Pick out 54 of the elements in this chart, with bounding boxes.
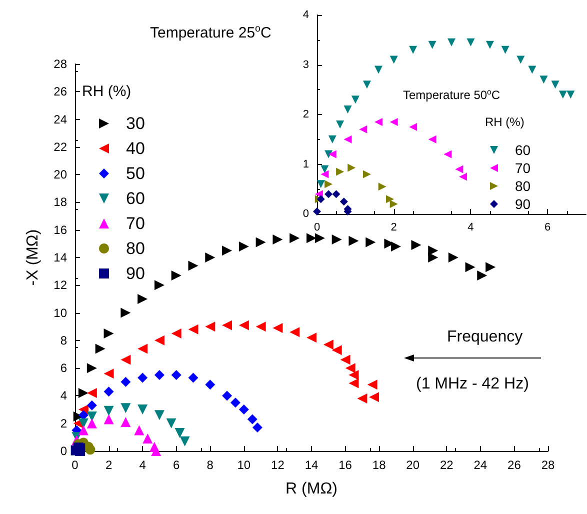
y-tick-label: 8	[60, 333, 68, 348]
legend-label: 80	[515, 178, 531, 194]
legend-label: 70	[515, 160, 531, 176]
legend-title: RH (%)	[485, 115, 524, 129]
annotation: Frequency	[447, 328, 523, 346]
y-tick-label: 20	[54, 168, 68, 182]
x-tick-label: 26	[508, 458, 522, 472]
x-tick-label: 0	[72, 458, 79, 472]
x-tick-label: 22	[440, 458, 454, 472]
x-tick-label: 20	[406, 458, 420, 472]
y-tick-label: 4	[60, 388, 68, 403]
x-tick-label: 16	[338, 458, 352, 472]
y-axis-title: -X (MΩ)	[24, 229, 42, 286]
x-tick-label: 28	[541, 458, 555, 472]
x-tick-label: 4	[139, 458, 146, 472]
y-tick-label: 12	[54, 278, 68, 292]
x-tick-label: 6	[173, 458, 180, 472]
y-tick-label: 4	[302, 9, 309, 21]
y-tick-label: 22	[54, 140, 68, 154]
y-tick-label: 0	[60, 444, 68, 458]
x-tick-label: 2	[105, 458, 112, 472]
x-tick-label: 18	[372, 458, 386, 472]
legend-label: 60	[126, 189, 145, 208]
x-axis-title: R (MΩ)	[286, 480, 338, 498]
y-tick-label: 18	[54, 195, 68, 210]
annotation: (1 MHz - 42 Hz)	[416, 376, 529, 392]
x-tick-label: 8	[206, 458, 214, 472]
legend-label: 70	[126, 214, 145, 233]
y-tick-label: 28	[54, 57, 68, 71]
legend-label: 80	[126, 239, 145, 258]
legend-label: 90	[515, 196, 531, 212]
y-tick-label: 26	[54, 84, 68, 99]
x-tick-label: 0	[314, 222, 320, 234]
y-tick-label: 1	[302, 158, 309, 170]
legend-label: 30	[126, 114, 145, 133]
x-tick-label: 2	[390, 222, 397, 234]
legend-label: 90	[126, 264, 145, 283]
legend-label: 60	[515, 142, 531, 158]
y-tick-label: 2	[60, 416, 68, 430]
legend-label: 50	[126, 164, 145, 183]
y-tick-label: 2	[302, 108, 309, 120]
y-tick-label: 3	[302, 58, 309, 71]
x-tick-label: 6	[544, 222, 551, 234]
x-tick-label: 10	[237, 458, 251, 472]
legend-title: RH (%)	[82, 83, 132, 100]
x-tick-label: 24	[474, 458, 488, 472]
y-tick-label: 24	[54, 112, 68, 126]
y-tick-label: 10	[54, 306, 68, 320]
y-tick-label: 0	[302, 208, 309, 220]
y-tick-label: 14	[54, 250, 68, 264]
y-tick-label: 6	[60, 361, 68, 376]
legend-label: 40	[126, 139, 145, 158]
x-tick-label: 12	[271, 458, 285, 472]
x-tick-label: 4	[468, 222, 474, 234]
